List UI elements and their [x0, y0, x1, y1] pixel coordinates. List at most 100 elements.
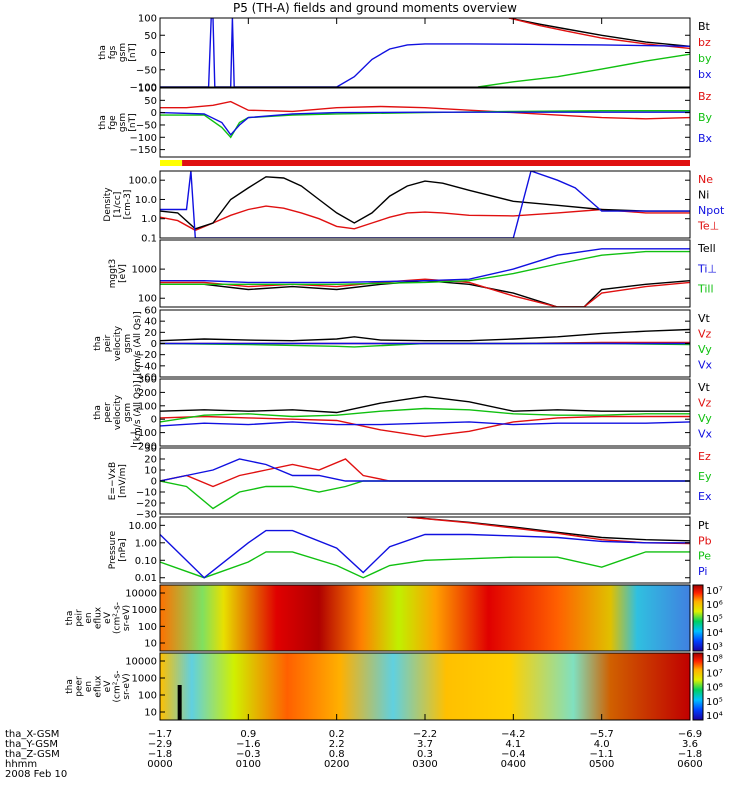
legend-Ex: Ex	[698, 490, 712, 503]
y-tick-label: 300	[138, 375, 157, 386]
legend-Vy: Vy	[698, 343, 712, 356]
series-fgs-bz	[508, 18, 690, 50]
y-tick-label: −30	[136, 510, 157, 521]
ylabel-line: en	[84, 681, 94, 692]
ylabel-line: tha	[93, 336, 103, 351]
y-tick-label: 0.10	[135, 556, 157, 567]
ylabel-line: tha	[65, 611, 75, 626]
legend-Vx: Vx	[698, 359, 713, 372]
panel-fgs-ylabel: thafgsgsm[nT]	[98, 43, 138, 62]
series-pressure-Pi	[160, 529, 690, 579]
legend-Pi: Pi	[698, 565, 707, 578]
y-tick-label: 0	[151, 477, 157, 488]
page-title: P5 (TH-A) fields and ground moments over…	[233, 1, 517, 15]
colorbar-tick-label: 10⁴	[706, 711, 723, 722]
ylabel-line: [eV]	[118, 264, 128, 283]
ylabel-line: eV	[103, 611, 113, 624]
y-tick-label: 20	[144, 455, 157, 466]
ylabel-line: [1/cc]	[113, 192, 123, 218]
y-tick-label: 1.0	[141, 214, 157, 225]
ephemeris-value: 3.7	[417, 739, 433, 750]
series-temp-Tell	[160, 279, 690, 307]
ylabel-line: [nPa]	[118, 538, 128, 561]
series-efield-Ez	[160, 458, 690, 488]
y-tick-label: −40	[136, 361, 157, 372]
y-tick-label: −100	[130, 133, 157, 144]
series-peer-Vy	[160, 407, 690, 423]
ylabel-line: eV	[103, 680, 113, 693]
legend-by: by	[698, 52, 712, 65]
legend-Te⊥: Te⊥	[697, 220, 719, 233]
colorbar-tick-label: 10³	[706, 642, 723, 653]
panel-peer-frame	[159, 378, 691, 447]
ylabel-line: (cm²-s-	[113, 602, 123, 634]
y-tick-label: 1000	[132, 674, 157, 685]
ephemeris-value: −6.9	[678, 729, 702, 740]
spectrogram-layer	[160, 584, 704, 721]
y-tick-label: 100.0	[128, 176, 157, 187]
y-tick-label: 100	[138, 401, 157, 412]
y-tick-label: 100	[138, 691, 157, 702]
series-temp-Till	[160, 250, 690, 285]
colorbar-tick-label: 10⁶	[706, 600, 723, 611]
date-label: 2008 Feb 10	[5, 769, 67, 780]
ylabel-line: peer	[75, 676, 85, 697]
line-panels	[160, 18, 690, 579]
ephemeris-value: 4.1	[505, 739, 521, 750]
panel-efield-ylabel: E=−VxB[mV/m]	[108, 462, 128, 500]
panel-fge-frame	[159, 87, 691, 158]
y-tick-label: 20	[144, 328, 157, 339]
ephemeris-value: 0.9	[240, 729, 256, 740]
series-fgs-by	[477, 53, 690, 87]
series-fgs-Bt	[508, 18, 690, 47]
ylabel-line: tha	[98, 45, 108, 60]
ylabel-line: mggt3	[108, 259, 118, 288]
ylabel-line: [km/s (All Qs)]	[133, 311, 143, 375]
y-tick-label: −50	[136, 120, 157, 131]
spectrogram-ylabel: thapeirenefluxeV(cm²-s-sr-eV)	[65, 602, 132, 634]
panel-fge-ylabel: thafgegsm[nT]	[98, 113, 138, 132]
y-tick-label: 200	[138, 388, 157, 399]
status-segment	[182, 160, 691, 166]
ephemeris-label: hhmm	[5, 759, 37, 770]
y-tick-label: −60	[136, 373, 157, 384]
panel-pressure-ylabel: Pressure[nPa]	[108, 530, 128, 569]
ephemeris-value: 0.3	[417, 749, 433, 760]
legend-bx: bx	[698, 68, 712, 81]
ephemeris-label: tha_X-GSM	[5, 729, 59, 740]
colorbar-tick-label: 10⁵	[706, 614, 723, 625]
colorbar-tick-label: 10⁸	[706, 654, 723, 665]
ephemeris-value: 0200	[324, 759, 349, 770]
y-tick-label: 100	[138, 14, 157, 25]
panel-temp-plot	[160, 248, 690, 307]
y-tick-label: −150	[130, 145, 157, 156]
ephemeris-value: −1.6	[236, 739, 260, 750]
panel-efield-plot	[160, 458, 690, 510]
series-density-Npot	[160, 171, 690, 238]
ephemeris-value: −0.3	[236, 749, 260, 760]
ephemeris-value: 0.8	[329, 749, 345, 760]
y-tick-label: 0	[151, 339, 157, 350]
legend-Ne: Ne	[698, 173, 713, 186]
panel-fgs-frame	[159, 17, 691, 88]
ylabel-line: gsm	[123, 403, 133, 422]
ephemeris-value: 0600	[677, 759, 702, 770]
ylabel-line: en	[84, 612, 94, 623]
y-tick-label: 60	[144, 306, 157, 317]
y-tick-label: 10.00	[128, 521, 157, 532]
legend-Vt: Vt	[698, 381, 711, 394]
ylabel-line: [nT]	[128, 113, 138, 131]
panel-temp-frame	[159, 239, 691, 308]
series-fgs-bx	[160, 18, 690, 87]
panel-temp-ylabel: mggt3[eV]	[108, 259, 128, 288]
ephemeris-label: tha_Y-GSM	[5, 739, 58, 750]
panel-peir-plot	[160, 328, 690, 348]
y-tick-label: 100	[138, 622, 157, 633]
legend-Pt: Pt	[698, 519, 710, 532]
ylabel-line: (cm²-s-	[113, 670, 123, 702]
panel-pressure-frame	[159, 516, 691, 584]
series-peer-Vx	[160, 421, 690, 427]
y-tick-label: 0	[151, 48, 157, 59]
y-tick-label: 30	[144, 444, 157, 455]
colorbar-tick-label: 10⁷	[706, 668, 723, 679]
